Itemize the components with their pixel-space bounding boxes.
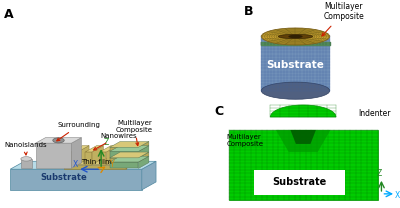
Polygon shape — [110, 146, 149, 151]
Text: A: A — [4, 8, 14, 21]
Polygon shape — [100, 146, 118, 152]
Ellipse shape — [261, 28, 330, 45]
Text: Z: Z — [103, 138, 108, 147]
Polygon shape — [92, 146, 104, 165]
Text: Multilayer
Composite: Multilayer Composite — [322, 2, 365, 36]
Polygon shape — [110, 151, 138, 158]
Ellipse shape — [261, 82, 330, 99]
Ellipse shape — [288, 35, 303, 38]
Polygon shape — [64, 165, 126, 169]
Text: Multilayer
Composite: Multilayer Composite — [227, 134, 264, 147]
Polygon shape — [10, 169, 142, 190]
Polygon shape — [72, 138, 82, 168]
Polygon shape — [64, 158, 137, 165]
Text: X: X — [73, 160, 78, 169]
Polygon shape — [138, 156, 149, 168]
Polygon shape — [138, 146, 149, 158]
Polygon shape — [110, 158, 138, 162]
Polygon shape — [85, 152, 92, 165]
Text: Substrate: Substrate — [266, 60, 324, 70]
Polygon shape — [71, 146, 89, 152]
Text: Surrounding: Surrounding — [57, 122, 100, 141]
Ellipse shape — [21, 157, 32, 161]
Ellipse shape — [278, 34, 313, 39]
Polygon shape — [110, 152, 149, 158]
Polygon shape — [138, 141, 149, 151]
Polygon shape — [290, 130, 316, 144]
Text: Substrate: Substrate — [40, 173, 87, 182]
Text: Nanoislands: Nanoislands — [4, 142, 47, 155]
Polygon shape — [106, 146, 118, 165]
Polygon shape — [78, 146, 89, 165]
Text: Substrate: Substrate — [272, 177, 327, 187]
Polygon shape — [71, 152, 78, 165]
Text: Y: Y — [110, 160, 115, 169]
Text: Thin film: Thin film — [81, 159, 112, 165]
Polygon shape — [276, 130, 330, 152]
Polygon shape — [10, 161, 156, 169]
Polygon shape — [142, 161, 156, 190]
Polygon shape — [138, 152, 149, 162]
Text: Z: Z — [377, 169, 382, 178]
Polygon shape — [85, 146, 104, 152]
Text: X: X — [395, 191, 400, 200]
Polygon shape — [36, 138, 82, 143]
Polygon shape — [110, 162, 138, 168]
Polygon shape — [270, 105, 336, 117]
Text: B: B — [244, 5, 254, 18]
Polygon shape — [126, 158, 137, 169]
Bar — [228, 130, 378, 200]
Polygon shape — [21, 159, 32, 168]
Text: Multilayer
Composite: Multilayer Composite — [116, 120, 153, 146]
Polygon shape — [261, 36, 330, 91]
Polygon shape — [36, 143, 72, 168]
Text: C: C — [214, 105, 223, 118]
Ellipse shape — [53, 138, 64, 143]
Bar — [254, 170, 345, 195]
Text: Indenter: Indenter — [358, 109, 390, 118]
Text: Nanowires: Nanowires — [94, 133, 137, 150]
Polygon shape — [100, 152, 106, 165]
Polygon shape — [110, 156, 149, 162]
Polygon shape — [110, 147, 138, 151]
Polygon shape — [110, 141, 149, 147]
